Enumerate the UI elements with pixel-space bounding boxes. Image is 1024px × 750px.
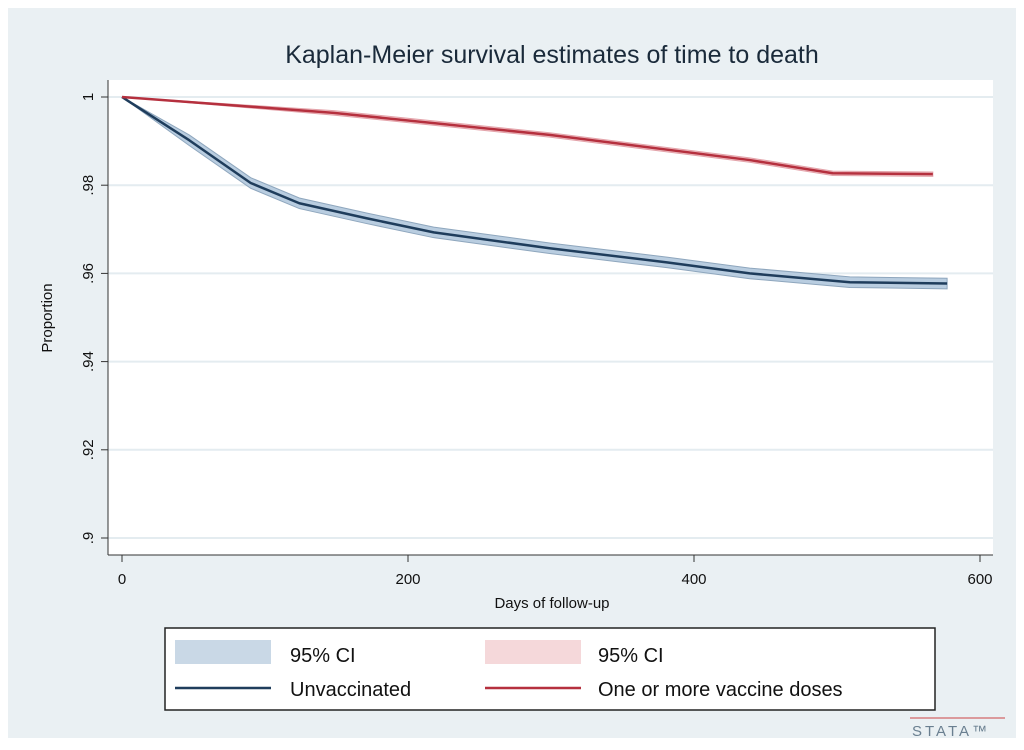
y-tick-label: .96 [80,263,97,284]
legend-label-unvaccinated: Unvaccinated [290,679,411,701]
x-axis-label: Days of follow-up [494,595,609,612]
y-tick-label: .9 [80,532,97,545]
x-tick-label: 200 [395,571,420,588]
svg-text:STATA™: STATA™ [912,723,990,740]
series-line-vaccinated [121,95,933,176]
y-axis-label: Proportion [39,283,56,352]
y-tick-label: .92 [80,439,97,460]
legend-label-ci-vaccinated: 95% CI [598,645,664,667]
legend-swatch-ci-vaccinated [485,640,581,664]
legend-swatch-ci-unvaccinated [175,640,271,664]
y-tick-label: .94 [80,351,97,372]
chart-title: Kaplan-Meier survival estimates of time … [285,41,819,69]
series-line-unvaccinated [121,95,948,285]
x-tick-label: 0 [118,571,126,588]
x-tick-label: 600 [967,571,992,588]
legend-label-ci-unvaccinated: 95% CI [290,645,356,667]
x-tick-label: 400 [681,571,706,588]
series-lines [121,95,948,285]
legend: 95% CI 95% CI Unvaccinated One or more v… [164,627,936,711]
stata-logo: STATA™ [910,717,1005,740]
plot-region [108,80,993,555]
legend-box [164,627,936,711]
axis-ticks: .9 .92 .94 .96 .98 1 0 200 400 600 [80,93,993,588]
y-tick-label: 1 [80,93,97,101]
y-tick-label: .98 [80,175,97,196]
legend-label-vaccinated: One or more vaccine doses [598,679,843,701]
